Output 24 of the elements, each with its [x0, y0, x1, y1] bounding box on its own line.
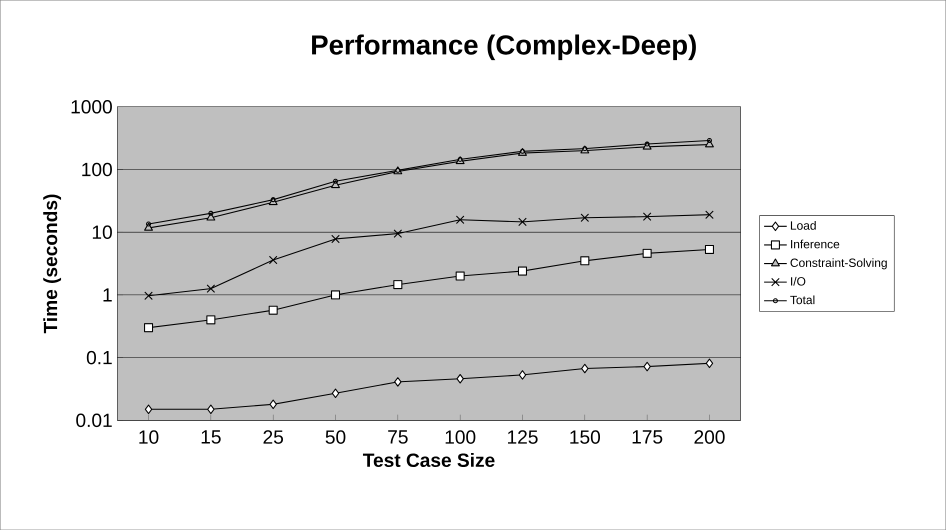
x-tick-label: 50 [326, 430, 346, 444]
chart-title: Performance (Complex-Deep) [312, 34, 696, 60]
y-axis-title: Time (seconds) [43, 194, 62, 334]
x-tick-label: 100 [446, 430, 476, 444]
y-tick-label: 1000 [72, 100, 112, 114]
y-tick-label: 10 [92, 225, 112, 239]
y-tick-label: 1 [104, 288, 112, 302]
x-tick-label: 200 [694, 430, 725, 444]
legend-label: I/O [791, 276, 806, 286]
x-tick-label: 25 [264, 430, 284, 444]
x-tick-label: 75 [388, 430, 408, 444]
legend-label: Constraint-Solving [790, 258, 887, 270]
x-tick-label: 10 [139, 430, 158, 444]
x-tick-label: 15 [202, 430, 221, 444]
y-tick-label: 0.01 [76, 413, 112, 428]
x-tick-label: 175 [632, 430, 662, 444]
legend-label: Load [790, 220, 816, 230]
x-tick-label: 150 [570, 430, 600, 444]
y-tick-label: 100 [82, 162, 112, 176]
x-tick-label: 125 [508, 430, 538, 444]
legend-label: Total [790, 295, 814, 304]
legend-label: Inference [791, 240, 840, 248]
y-tick-label: 0.1 [86, 350, 112, 364]
x-axis-title: Test Case Size [362, 452, 495, 467]
